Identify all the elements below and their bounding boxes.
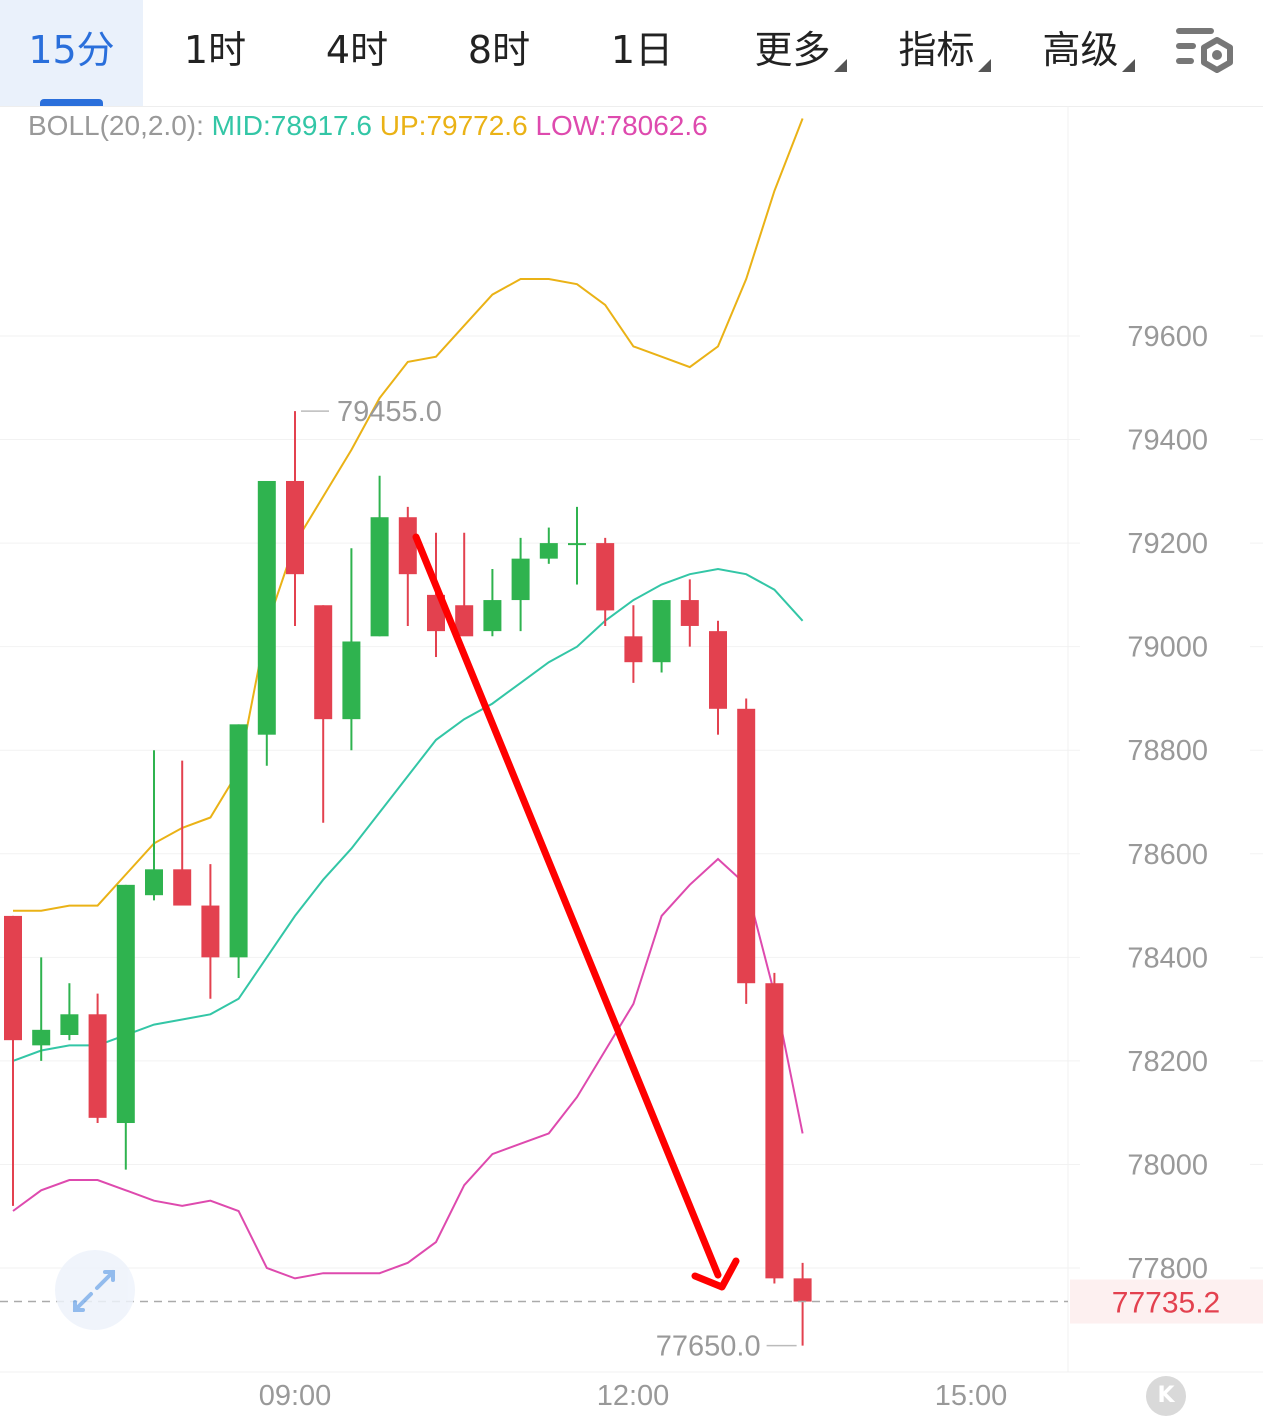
tab-label: 1时 (183, 28, 247, 72)
tab-label: 4时 (325, 28, 389, 72)
y-tick-label: 77800 (1127, 1253, 1208, 1285)
boll-name: BOLL(20,2.0): (28, 110, 204, 141)
candle-body (455, 605, 474, 637)
boll-mid-line (12, 567, 804, 1062)
chart-settings-icon[interactable] (1172, 24, 1236, 80)
dropdown-caret-icon (1122, 59, 1135, 72)
boll-legend: BOLL(20,2.0): MID:78917.6 UP:79772.6 LOW… (28, 110, 708, 142)
tab-label: 15分 (28, 28, 115, 72)
candle-body (596, 543, 615, 611)
candle-body (765, 983, 784, 1279)
tab-4h[interactable]: 4时 (312, 0, 402, 106)
dropdown-caret-icon (834, 59, 847, 72)
current-price-tag-bg (1070, 1279, 1263, 1324)
candle-body (173, 869, 192, 906)
candle-body (60, 1014, 79, 1035)
x-tick-label: 15:00 (935, 1380, 1008, 1412)
y-tick-label: 79400 (1127, 425, 1208, 457)
boll-upper-line (13, 118, 804, 912)
candle-body (793, 1278, 812, 1302)
boll-low: LOW:78062.6 (535, 110, 708, 141)
tab-15m[interactable]: 15分 (0, 0, 143, 106)
active-tab-indicator (40, 99, 103, 106)
candle-body (286, 480, 304, 575)
candle-body (314, 605, 333, 720)
current-price-label: 77735.2 (1112, 1287, 1220, 1320)
candle-body (257, 480, 276, 735)
y-tick-label: 78200 (1127, 1046, 1208, 1078)
candle-body (145, 869, 163, 896)
candle-body (483, 600, 502, 632)
tab-label: 1日 (610, 28, 674, 72)
timeframe-tabs: 15分 1时 4时 8时 1日 更多 指标 高级 (0, 0, 1263, 107)
y-tick-label: 78600 (1127, 839, 1208, 871)
candle-body (32, 1029, 51, 1046)
tab-more[interactable]: 更多 (740, 0, 847, 106)
candle-body (568, 543, 586, 546)
low-price-label: 77650.0 (656, 1331, 761, 1363)
y-tick-label: 79000 (1127, 632, 1208, 664)
candles (4, 411, 812, 1346)
candle-body (539, 543, 558, 559)
boll-bands (12, 118, 804, 1280)
candle-body (88, 1014, 107, 1118)
y-tick-label: 78000 (1127, 1149, 1208, 1181)
fullscreen-button[interactable] (55, 1250, 135, 1330)
candle-body (4, 915, 22, 1041)
downtrend-arrow-head (691, 1257, 740, 1291)
tab-1h[interactable]: 1时 (170, 0, 260, 106)
candle-body (709, 631, 727, 709)
axes: 79600 79400 79200 79000 78800 78600 78400 78200… (259, 321, 1208, 1412)
boll-up: UP:79772.6 (379, 110, 528, 141)
x-tick-label: 09:00 (259, 1380, 332, 1412)
x-tick-label: 12:00 (597, 1380, 670, 1412)
candle-body (229, 724, 248, 958)
candle-body (624, 636, 643, 663)
tab-indicators[interactable]: 指标 (884, 0, 991, 106)
high-price-label: 79455.0 (337, 396, 442, 428)
tab-advanced[interactable]: 高级 (1028, 0, 1135, 106)
tab-label: 8时 (467, 28, 531, 72)
y-tick-label: 79200 (1127, 528, 1208, 560)
y-tick-label: 78400 (1127, 942, 1208, 974)
boll-mid: MID:78917.6 (211, 110, 372, 141)
tab-8h[interactable]: 8时 (454, 0, 544, 106)
k-line-reset-button[interactable]: K (1146, 1376, 1186, 1416)
tab-label: 指标 (898, 28, 975, 72)
candle-body (398, 517, 417, 575)
dropdown-caret-icon (978, 59, 991, 72)
tab-label: 更多 (754, 28, 831, 72)
downtrend-arrow-shaft (412, 533, 722, 1279)
grid-lines (0, 106, 1263, 1373)
tab-label: 高级 (1042, 28, 1119, 72)
boll-lower-line (12, 857, 804, 1280)
candle-body (680, 600, 699, 626)
candle-body (511, 558, 530, 601)
candle-body (342, 641, 361, 720)
candle-body (116, 884, 135, 1124)
tab-1d[interactable]: 1日 (597, 0, 687, 106)
candle-body (370, 517, 389, 637)
expand-arrows-icon (73, 1270, 115, 1312)
y-tick-label: 78800 (1127, 735, 1208, 767)
price-overlay: 79455.0 77650.0 77735.2 (0, 396, 1263, 1363)
y-tick-label: 79600 (1127, 321, 1208, 353)
candle-body (737, 708, 756, 984)
candle-body (201, 905, 220, 958)
candle-body (652, 600, 671, 663)
